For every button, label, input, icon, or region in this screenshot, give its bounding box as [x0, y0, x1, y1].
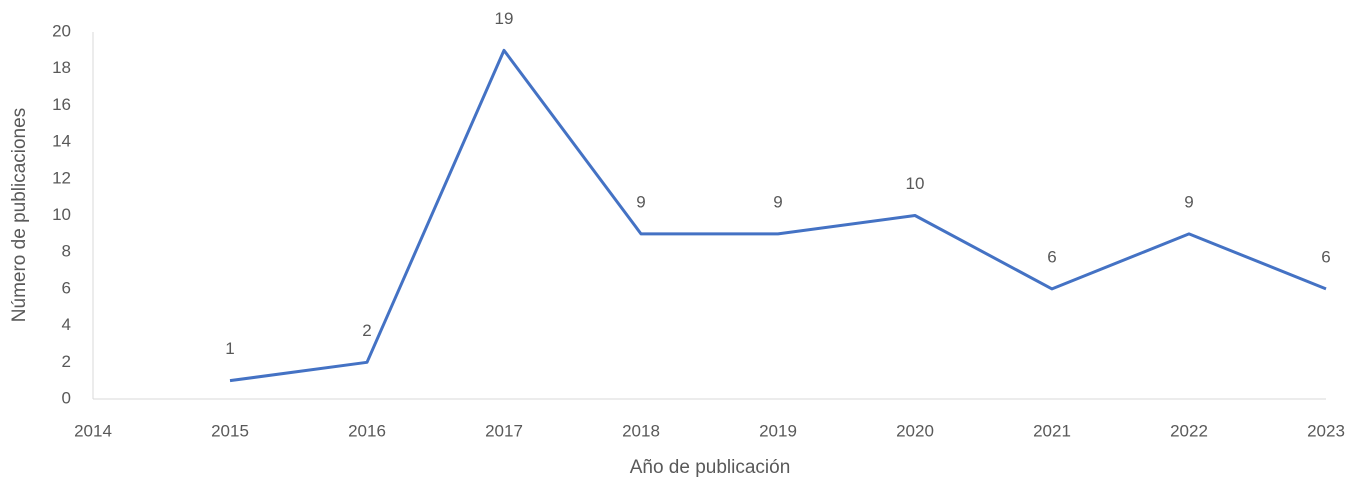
- x-tick-label: 2016: [348, 421, 386, 440]
- x-tick-label: 2015: [211, 421, 249, 440]
- line: [229, 48, 1327, 383]
- y-tick-label: 20: [52, 21, 71, 40]
- x-tick-label: 2014: [74, 421, 112, 440]
- y-tick-label: 6: [62, 278, 71, 297]
- x-tick-label: 2022: [1170, 421, 1208, 440]
- data-label: 19: [495, 9, 514, 28]
- x-tick-label: 2021: [1033, 421, 1071, 440]
- data-label: 9: [636, 192, 645, 211]
- data-label: 2: [362, 321, 371, 340]
- x-tick-label: 2018: [622, 421, 660, 440]
- x-tick-label: 2023: [1307, 421, 1345, 440]
- y-tick-label: 14: [52, 132, 71, 151]
- x-tick-label: 2017: [485, 421, 523, 440]
- y-tick-label: 12: [52, 168, 71, 187]
- y-tick-label: 2: [62, 352, 71, 371]
- y-tick-label: 0: [62, 388, 71, 407]
- data-label: 9: [773, 192, 782, 211]
- data-label: 9: [1184, 192, 1193, 211]
- data-label: 1: [225, 339, 234, 358]
- y-tick-label: 10: [52, 205, 71, 224]
- x-tick-label: 2020: [896, 421, 934, 440]
- y-tick-label: 18: [52, 58, 71, 77]
- x-tick-label: 2019: [759, 421, 797, 440]
- data-label: 10: [906, 174, 925, 193]
- y-tick-label: 8: [62, 242, 71, 261]
- y-tick-label: 4: [62, 315, 71, 334]
- y-axis-title: Número de publicaciones: [9, 108, 30, 322]
- data-label: 6: [1047, 247, 1056, 266]
- x-axis-title: Año de publicación: [630, 457, 791, 478]
- data-label: 6: [1321, 247, 1330, 266]
- y-tick-label: 16: [52, 95, 71, 114]
